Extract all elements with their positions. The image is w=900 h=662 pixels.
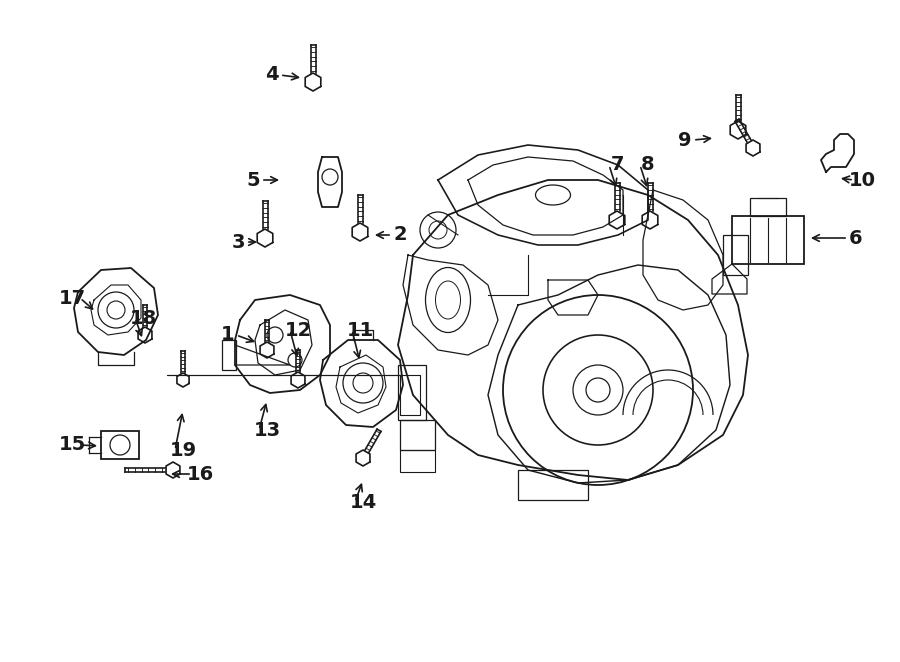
Bar <box>400 450 435 472</box>
Bar <box>400 420 435 450</box>
Text: 2: 2 <box>393 226 407 244</box>
Text: 19: 19 <box>169 440 196 459</box>
Text: 17: 17 <box>58 289 86 308</box>
Text: 6: 6 <box>850 228 863 248</box>
Text: 11: 11 <box>346 320 374 340</box>
Text: 7: 7 <box>610 156 624 175</box>
Text: 3: 3 <box>231 232 245 252</box>
Text: 18: 18 <box>130 308 157 328</box>
Bar <box>732 216 804 264</box>
Text: 14: 14 <box>349 493 376 512</box>
Text: 1: 1 <box>221 326 235 344</box>
Text: 15: 15 <box>58 436 86 455</box>
Text: 4: 4 <box>266 66 279 85</box>
Bar <box>750 198 786 216</box>
Bar <box>222 340 236 370</box>
Text: 16: 16 <box>186 465 213 483</box>
Bar <box>518 470 588 500</box>
Text: 5: 5 <box>247 171 260 189</box>
Bar <box>398 365 426 420</box>
Bar <box>723 235 748 275</box>
Text: 12: 12 <box>284 320 311 340</box>
Bar <box>101 431 139 459</box>
Text: 8: 8 <box>641 156 655 175</box>
Text: 10: 10 <box>849 171 876 189</box>
Text: 9: 9 <box>679 130 692 150</box>
Text: 13: 13 <box>254 420 281 440</box>
